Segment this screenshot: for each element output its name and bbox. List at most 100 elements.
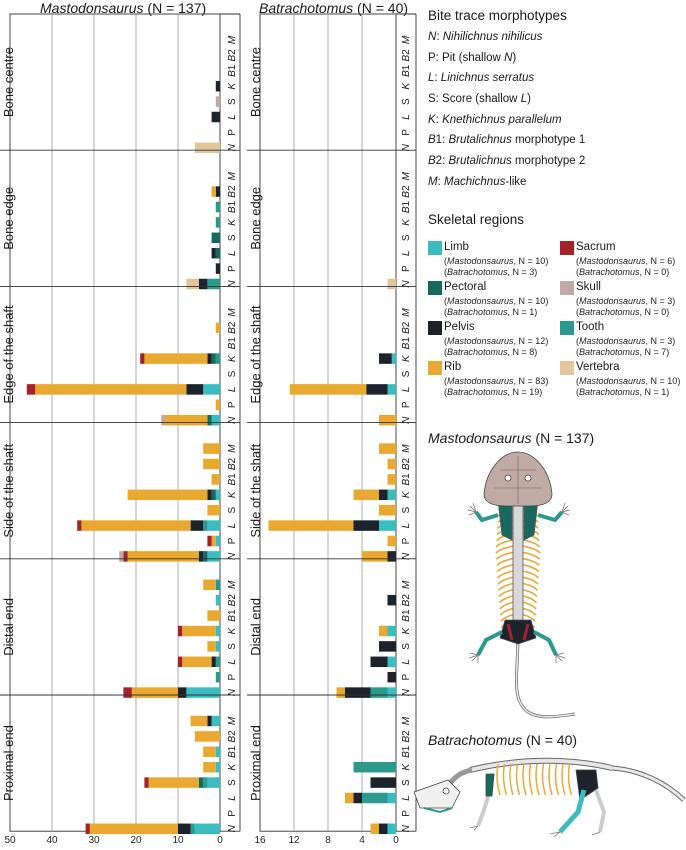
mas-region-label: Proximal end [1,725,16,801]
mas-bar-pelvis [178,687,187,698]
mas-morphotype-label: S [227,507,238,514]
bat-morphotype-label: P [401,537,412,544]
morphotype-legend-item: M: Machichnus-like [428,175,527,188]
mas-bar-rib [144,353,208,364]
bat-region-label: Distal end [248,598,263,656]
bat-bar-rib [387,458,396,470]
skeletal-legend-item-sacrum: Sacrum (Mastodonsaurus, N = 6) (Batrachoto… [560,240,686,278]
bat-morphotype-label: N [401,824,412,832]
mas-morphotype-label: N [227,280,238,288]
mas-bar-rib [207,504,220,516]
mas-morphotype-label: K [227,763,238,771]
bat-bar-rib [345,792,354,804]
bat-morphotype-label: B2 [401,594,412,607]
mas-x-tick-label: 10 [172,835,184,846]
mas-bar-rib [211,535,216,547]
mas-bar-limb [215,641,220,652]
mas-bar-limb [215,746,220,758]
mas-morphotype-label: P [227,265,238,272]
bat-morphotype-label: P [401,674,412,681]
mas-bar-rib [182,625,216,637]
mas-bar-pelvis [207,353,212,364]
mas-bar-sacrum [26,384,36,395]
mas-bar-tooth [215,579,220,591]
bat-bar-vertebra [387,278,396,290]
mas-bar-rib [215,322,220,334]
mas-bar-rib [35,384,187,395]
bat-morphotype-label: M [401,171,412,180]
bat-morphotype-label: B1 [401,200,412,213]
bat-morphotype-label: K [401,82,412,90]
mas-bar-tooth [203,777,208,788]
morphotype-legend-item: S: Score (shallow L) [428,93,531,106]
bat-morphotype-label: B1 [401,337,412,350]
mas-bar-pelvis [178,823,191,835]
mas-region-label: Side of the shaft [1,443,16,537]
mas-bar-limb [211,715,220,727]
bat-morphotype-label: K [401,763,412,771]
bat-morphotype-label: L [401,250,412,256]
legend-swatch [560,361,574,375]
legend-count: (Mastodonsaurus, N = 83) [444,376,549,386]
mas-bar-tooth [215,217,220,228]
mas-bar-pelvis [190,520,204,531]
bat-bar-pelvis [379,641,396,652]
legend-count: (Batrachotomus, N = 19) [444,387,543,397]
mas-morphotype-label: L [227,114,238,120]
mas-bar-skull [119,551,124,562]
morphotype-legend-item: B2: Brutalichnus morphotype 2 [428,155,586,168]
mas-morphotype-label: N [227,552,238,560]
mas-bar-limb [211,414,220,426]
mas-bar-pelvis [186,384,204,395]
mas-bar-skull [161,414,166,426]
mas-morphotype-label: B2 [227,49,238,62]
bat-morphotype-label: B2 [401,730,412,743]
mas-bar-limb [215,489,220,501]
bat-morphotype-label: S [401,234,412,241]
bat-bar-rib [387,535,396,547]
mas-morphotype-label: B1 [227,337,238,350]
mas-bar-tooth [190,823,195,835]
mas-morphotype-label: L [227,387,238,393]
mas-morphotype-label: B2 [227,457,238,470]
mas-morphotype-label: S [227,779,238,786]
mas-morphotype-label: K [227,218,238,226]
bat-morphotype-label: M [401,716,412,725]
legend-count: (Batrachotomus, N = 8) [444,347,538,357]
bat-bar-pelvis [370,777,396,788]
mas-bar-sacrum [77,520,82,531]
mas-bar-tooth [215,671,220,683]
bat-bar-pelvis [379,353,392,364]
bat-morphotype-label: B1 [401,473,412,486]
bat-morphotype-label: P [401,810,412,817]
bat-bar-tooth [362,792,388,804]
mas-bar-tooth [215,353,220,364]
legend-count: (Batrachotomus, N = 0) [576,307,670,317]
mas-morphotype-label: N [227,143,238,151]
bat-morphotype-label: L [401,114,412,120]
mas-morphotype-label: L [227,659,238,665]
bat-morphotype-label: N [401,143,412,151]
morphotype-legend-item: N: Nihilichnus nihilicus [428,31,543,43]
bat-bar-rib [379,414,396,426]
bat-morphotype-label: M [401,580,412,589]
mastodonsaurus-illustration-title: Mastodonsaurus (N = 137) [428,430,595,446]
bat-region-label: Bone edge [248,187,263,250]
bat-bar-limb [387,384,396,395]
mas-bar-limb [207,777,220,788]
bat-bar-pelvis [387,594,396,606]
mas-bar-rib [190,715,208,727]
bat-morphotype-label: K [401,490,412,498]
legend-count: (Mastodonsaurus, N = 3) [576,336,676,346]
mas-bar-pelvis [207,489,212,501]
legend-swatch [560,321,574,335]
bat-morphotype-label: N [401,688,412,696]
mas-morphotype-label: M [227,716,238,725]
bat-morphotype-label: B2 [401,185,412,198]
bat-bar-rib [268,520,354,531]
bat-morphotype-label: M [401,308,412,317]
mas-morphotype-label: B1 [227,609,238,622]
mas-morphotype-label: L [227,523,238,529]
mas-bar-rib [148,777,199,788]
morphotype-legend-title: Bite trace morphotypes [428,8,567,23]
